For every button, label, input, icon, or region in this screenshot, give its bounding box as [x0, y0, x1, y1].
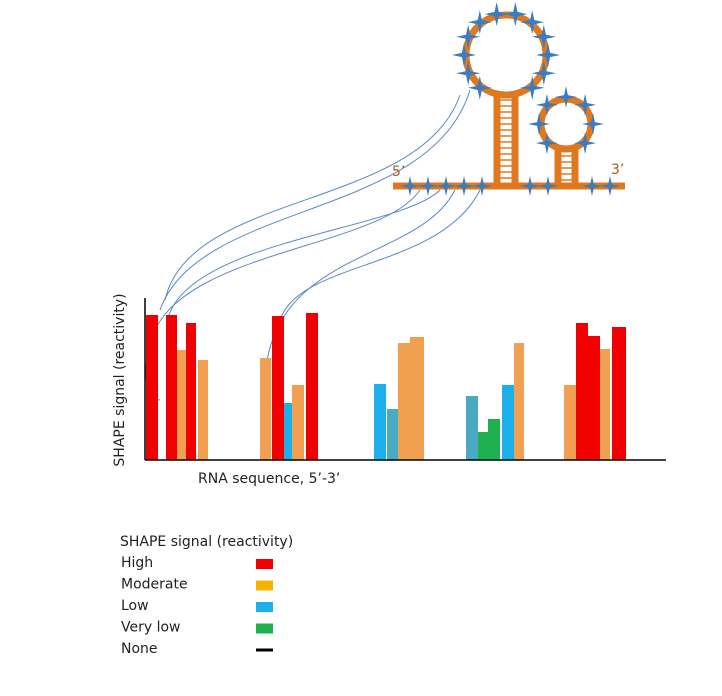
bar [576, 323, 588, 460]
legend-label: Very low [121, 620, 181, 636]
bar [488, 419, 500, 460]
bars [146, 313, 626, 460]
rna-structure: 5’ 3’ [392, 2, 625, 196]
bar [177, 350, 186, 460]
bar [466, 396, 478, 460]
star [536, 43, 560, 67]
star [456, 24, 481, 49]
legend-label: Moderate [121, 577, 188, 593]
bar [612, 327, 626, 460]
star [582, 176, 602, 196]
star [418, 176, 438, 196]
bar [292, 385, 304, 460]
legend-swatch [256, 648, 273, 652]
star [535, 93, 558, 116]
star [600, 176, 620, 196]
bar [284, 403, 292, 460]
star [582, 113, 604, 135]
bar [564, 385, 576, 460]
bar [410, 337, 424, 460]
three-prime-label: 3’ [611, 162, 624, 178]
legend-label: High [121, 555, 153, 571]
legend-swatch [256, 602, 273, 612]
legend-label: None [121, 641, 158, 657]
star [574, 132, 597, 155]
star [520, 176, 540, 196]
base-pairs [500, 99, 572, 181]
star [555, 86, 577, 108]
bar [514, 343, 524, 460]
star [538, 176, 558, 196]
bar [272, 316, 284, 460]
legend-swatch [256, 559, 273, 569]
star [467, 75, 492, 100]
legend-label: Low [121, 598, 149, 614]
bar [588, 336, 600, 460]
bar [186, 323, 196, 460]
star [484, 2, 509, 27]
star [467, 10, 492, 35]
bar [398, 343, 410, 460]
five-prime-label: 5’ [392, 164, 405, 180]
star [400, 176, 420, 196]
star [503, 2, 528, 27]
star [520, 75, 545, 100]
legend-swatch [256, 580, 273, 591]
bar [387, 409, 398, 460]
bar [166, 315, 177, 460]
star [574, 93, 597, 116]
large-loop [462, 11, 550, 99]
y-axis-label: SHAPE signal (reactivity) [112, 293, 128, 466]
legend-title: SHAPE signal (reactivity) [120, 534, 293, 550]
legend: SHAPE signal (reactivity) High Moderate Lo… [120, 534, 293, 657]
bar [374, 384, 386, 460]
star [531, 24, 556, 49]
star [472, 176, 492, 196]
star [535, 132, 558, 155]
bar [146, 315, 158, 460]
bar [502, 385, 514, 460]
bar [260, 358, 271, 460]
probe-marks [400, 2, 620, 196]
star [531, 61, 556, 86]
star [436, 176, 456, 196]
star [528, 113, 550, 135]
bar [600, 349, 610, 460]
star [454, 176, 474, 196]
star [456, 61, 481, 86]
x-axis-label: RNA sequence, 5’-3’ [198, 471, 340, 487]
bar [306, 313, 318, 460]
star [520, 10, 545, 35]
bar [198, 360, 208, 460]
star [452, 43, 476, 67]
bar [478, 432, 488, 460]
legend-swatch [256, 623, 273, 634]
bar-chart: SHAPE signal (reactivity) RNA sequence, … [112, 293, 666, 487]
